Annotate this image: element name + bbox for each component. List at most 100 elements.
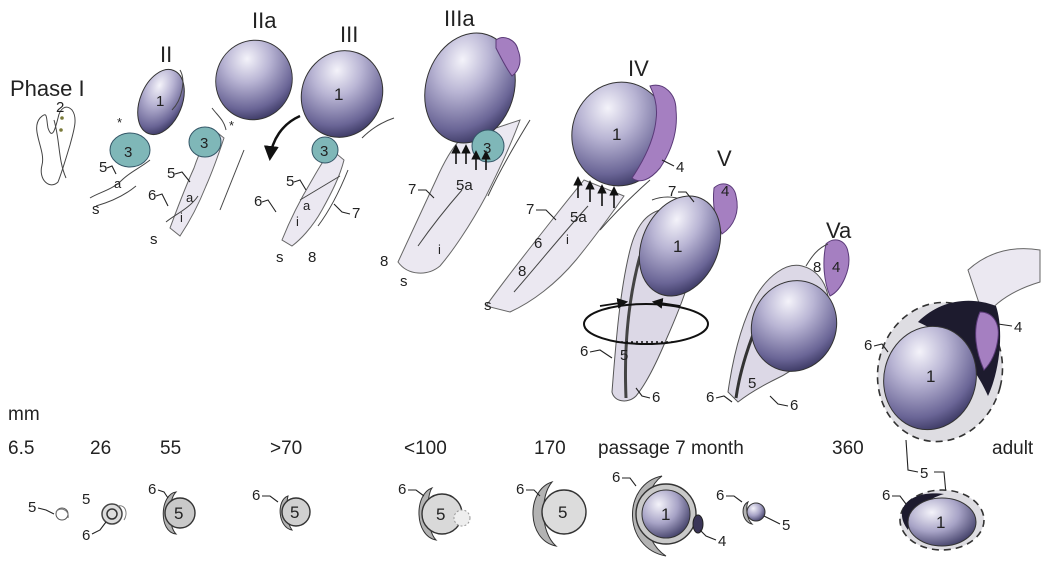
cs-label-6-gt70: 6 <box>252 487 260 504</box>
stage-label-IIIa: IIIa <box>444 6 475 31</box>
stage-V-drawing: 1 4 7 6 5 6 <box>580 183 738 406</box>
stage-label-I: Phase I <box>10 76 85 101</box>
label-6-V-lower: 6 <box>652 389 660 406</box>
adult-drawing: 1 4 6 5 <box>864 248 1041 495</box>
cs-label-1-adult: 1 <box>936 513 945 532</box>
label-4-V: 4 <box>721 183 729 200</box>
label-i-IIIa: i <box>438 242 441 257</box>
label-6-Va-right: 6 <box>790 397 798 414</box>
label-5-IIa: 5 <box>167 165 175 182</box>
cs-label-6-lt100: 6 <box>398 481 406 498</box>
label-4-IV: 4 <box>676 159 684 176</box>
cs-label-4-passage: 4 <box>718 533 726 550</box>
cross-section-adult: 1 6 <box>882 487 985 551</box>
cs-label-6-adult: 6 <box>882 487 890 504</box>
cross-section-6-5: 5 <box>28 499 69 521</box>
size-value-26: 26 <box>90 438 111 459</box>
cs-label-6-170: 6 <box>516 481 524 498</box>
label-6-V-upper: 6 <box>580 343 588 360</box>
cs-label-6-55: 6 <box>148 481 156 498</box>
label-star-II: * <box>117 115 122 130</box>
size-row: mm 6.5 26 55 >70 <100 170 passage 7 mont… <box>8 404 1034 459</box>
cs-label-6-7month: 6 <box>716 487 724 504</box>
label-5a-IV: 5a <box>570 209 587 226</box>
label-5-II: 5 <box>99 159 107 176</box>
label-3-IIa: 3 <box>200 135 208 152</box>
rotation-loop-V <box>583 303 709 345</box>
cross-section-170: 5 6 <box>516 481 587 547</box>
label-7-III: 7 <box>352 205 360 222</box>
stage-label-V: V <box>717 146 732 171</box>
stage-II-drawing: 1 3 * 5 a s <box>89 69 185 218</box>
label-star-IIa: * <box>229 118 234 133</box>
stage-label-III: III <box>340 22 358 47</box>
label-4-Va: 4 <box>832 259 840 276</box>
label-5-V: 5 <box>620 347 628 364</box>
cs-label-5-lt100: 5 <box>436 505 445 524</box>
stage-IIIa-drawing: 3 5a 7 i 8 s <box>380 32 531 290</box>
label-6-Va-left: 6 <box>706 389 714 406</box>
size-value-360: 360 <box>832 438 864 459</box>
label-7-IV: 7 <box>526 201 534 218</box>
cross-sections: 5 5 6 5 6 5 6 <box>28 469 985 557</box>
label-6-adult: 6 <box>864 337 872 354</box>
label-i-IIa: i <box>180 210 183 225</box>
label-6-IIa: 6 <box>148 187 156 204</box>
cs-label-5-55: 5 <box>174 504 183 523</box>
stage-label-IV: IV <box>628 56 649 81</box>
label-3-IIIa: 3 <box>483 140 491 157</box>
label-3-II: 3 <box>124 144 132 161</box>
label-5a-IIIa: 5a <box>456 177 473 194</box>
label-s-III: s <box>276 249 284 266</box>
label-1-III: 1 <box>334 85 343 104</box>
label-1-IV: 1 <box>612 125 621 144</box>
label-i-III: i <box>296 214 299 229</box>
cross-section-gt70: 5 6 <box>252 487 311 531</box>
size-value-adult: adult <box>992 438 1034 459</box>
label-a-III: a <box>303 198 311 213</box>
label-4-adult: 4 <box>1014 319 1022 336</box>
size-value-lt100: <100 <box>404 438 447 459</box>
label-5-III: 5 <box>286 173 294 190</box>
cross-section-26: 5 6 <box>82 491 127 544</box>
label-5-adult: 5 <box>920 465 928 482</box>
cs-label-5-26: 5 <box>82 491 90 508</box>
label-2-phaseI: 2 <box>56 99 64 116</box>
cs-label-5-6-5: 5 <box>28 499 36 516</box>
size-value-6-5: 6.5 <box>8 438 34 459</box>
cs-label-5-170: 5 <box>558 503 567 522</box>
cross-section-passage: 1 6 4 <box>612 469 726 557</box>
tissue-3-II <box>109 132 151 168</box>
label-8-III: 8 <box>308 249 316 266</box>
size-unit: mm <box>8 404 40 425</box>
label-8-IV: 8 <box>518 263 526 280</box>
stage-IIa-drawing: 3 * 5 6 a i s <box>148 39 293 248</box>
label-6-IV: 6 <box>534 235 542 252</box>
label-s-IV: s <box>484 297 492 314</box>
stage-IV-drawing: 1 4 5a 7 6 i 8 s <box>484 81 684 314</box>
cs-label-6-26: 6 <box>82 527 90 544</box>
label-7-V: 7 <box>668 183 676 200</box>
cs-label-5-gt70: 5 <box>290 503 299 522</box>
cs-label-5-7month: 5 <box>782 517 790 534</box>
label-s-II: s <box>92 201 100 218</box>
size-value-170: 170 <box>534 438 566 459</box>
size-value-55: 55 <box>160 438 181 459</box>
label-5-Va: 5 <box>748 375 756 392</box>
stage-III-drawing: 1 3 5 6 7 a i s 8 <box>254 50 395 266</box>
cross-section-7-month: 6 5 <box>716 487 790 534</box>
stage-I-drawing: 2 <box>36 99 76 186</box>
cs-tissue-4-passage <box>692 514 704 534</box>
label-8-IIIa: 8 <box>380 253 388 270</box>
growth-arrow-III <box>263 114 301 161</box>
tissue-3-IIa <box>188 126 222 158</box>
cs-label-1-passage: 1 <box>661 505 670 524</box>
label-s-IIIa: s <box>400 273 408 290</box>
stage-Va-drawing: 8 4 5 6 6 <box>706 239 850 414</box>
label-s-IIa: s <box>150 231 158 248</box>
label-6-III: 6 <box>254 193 262 210</box>
stage-label-IIa: IIa <box>252 8 277 33</box>
label-8-Va: 8 <box>813 259 821 276</box>
cs-label-6-passage: 6 <box>612 469 620 486</box>
